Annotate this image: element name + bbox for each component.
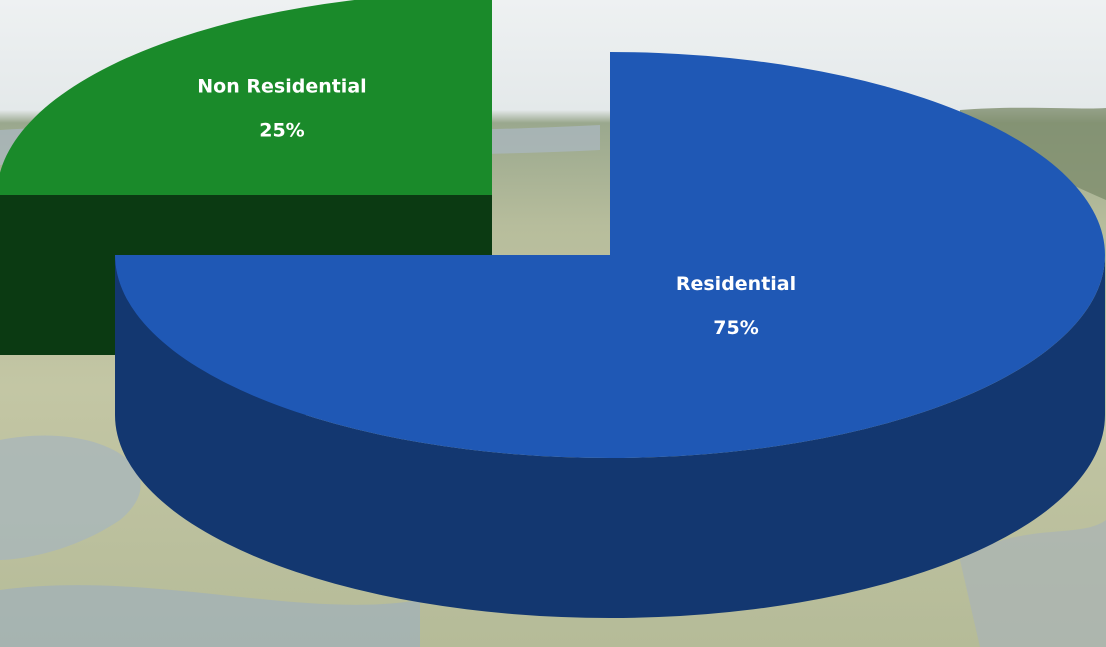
slice-rim <box>115 255 1105 618</box>
slice-top <box>115 52 1105 458</box>
slice-label: Non Residential <box>197 75 366 97</box>
slice <box>115 52 1105 618</box>
slice-value-label: 75% <box>713 317 758 339</box>
pie: Non Residential 25% Residential 75% <box>0 0 1105 618</box>
slice-label: Residential <box>676 273 796 295</box>
slice-value-label: 25% <box>259 119 304 141</box>
slice-top <box>0 0 492 195</box>
